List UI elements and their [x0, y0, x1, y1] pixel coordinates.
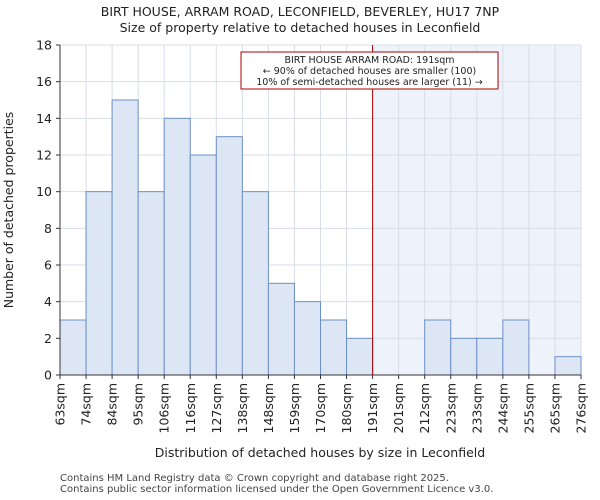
x-tick-label: 244sqm	[495, 383, 510, 433]
x-tick-label: 116sqm	[183, 383, 198, 433]
y-tick-label: 14	[36, 111, 52, 126]
annotation-layer: BIRT HOUSE ARRAM ROAD: 191sqm← 90% of de…	[240, 45, 499, 375]
y-tick-label: 6	[44, 258, 52, 273]
x-tick-label: 148sqm	[261, 383, 276, 433]
x-tick-label: 95sqm	[131, 383, 146, 426]
y-tick-label: 18	[36, 38, 52, 53]
y-tick-label: 16	[36, 74, 52, 89]
bars-layer	[59, 99, 582, 376]
bar	[293, 301, 322, 376]
x-tick-label: 223sqm	[443, 383, 458, 433]
y-tick-label: 10	[36, 184, 52, 199]
y-tick-label: 2	[44, 331, 52, 346]
x-tick-label: 106sqm	[157, 383, 172, 433]
x-tick-label: 159sqm	[287, 383, 302, 433]
bar	[450, 337, 478, 376]
axes-layer	[56, 44, 582, 379]
annotation-line: BIRT HOUSE ARRAM ROAD: 191sqm	[284, 55, 454, 66]
x-tick-label: 191sqm	[365, 383, 380, 433]
x-tick-label: 201sqm	[391, 383, 406, 433]
bar	[346, 337, 374, 376]
bar	[320, 319, 348, 376]
footer-copyright: Contains HM Land Registry data © Crown c…	[60, 473, 449, 484]
footer-licence: Contains public sector information licen…	[60, 484, 494, 495]
bar	[267, 282, 295, 376]
y-tick-label: 4	[44, 294, 52, 309]
y-axis-label: Number of detached properties	[1, 112, 16, 309]
x-tick-label: 84sqm	[105, 383, 120, 426]
annotation-box	[240, 51, 499, 90]
annotation-line: 10% of semi-detached houses are larger (…	[256, 77, 483, 88]
bar	[241, 191, 269, 376]
bar	[163, 117, 191, 376]
chart-title: BIRT HOUSE, ARRAM ROAD, LECONFIELD, BEVE…	[101, 4, 500, 19]
y-tick-label: 0	[44, 368, 52, 383]
x-tick-label: 233sqm	[469, 383, 484, 433]
x-tick-label: 74sqm	[79, 383, 94, 426]
x-tick-label: 255sqm	[521, 383, 536, 433]
bar	[111, 99, 139, 376]
labels-layer: BIRT HOUSE, ARRAM ROAD, LECONFIELD, BEVE…	[1, 4, 589, 460]
bar	[476, 337, 504, 376]
x-tick-label: 212sqm	[417, 383, 432, 433]
x-tick-label: 180sqm	[339, 383, 354, 433]
bar	[554, 356, 582, 376]
x-tick-label: 170sqm	[313, 383, 328, 433]
y-tick-label: 8	[44, 221, 52, 236]
bar	[502, 319, 530, 376]
chart-subtitle: Size of property relative to detached ho…	[120, 20, 481, 35]
y-tick-label: 12	[36, 148, 52, 163]
bar	[215, 136, 243, 376]
x-tick-label: 276sqm	[574, 383, 589, 433]
bar	[85, 191, 113, 376]
annotation-line: ← 90% of detached houses are smaller (10…	[263, 66, 476, 77]
bar	[137, 191, 165, 376]
bar	[59, 319, 87, 376]
x-tick-label: 265sqm	[547, 383, 562, 433]
x-tick-label: 127sqm	[209, 383, 224, 433]
x-tick-label: 63sqm	[53, 383, 68, 426]
x-tick-label: 138sqm	[235, 383, 250, 433]
bar	[189, 154, 217, 376]
x-axis-label: Distribution of detached houses by size …	[155, 445, 485, 460]
bar	[424, 319, 452, 376]
